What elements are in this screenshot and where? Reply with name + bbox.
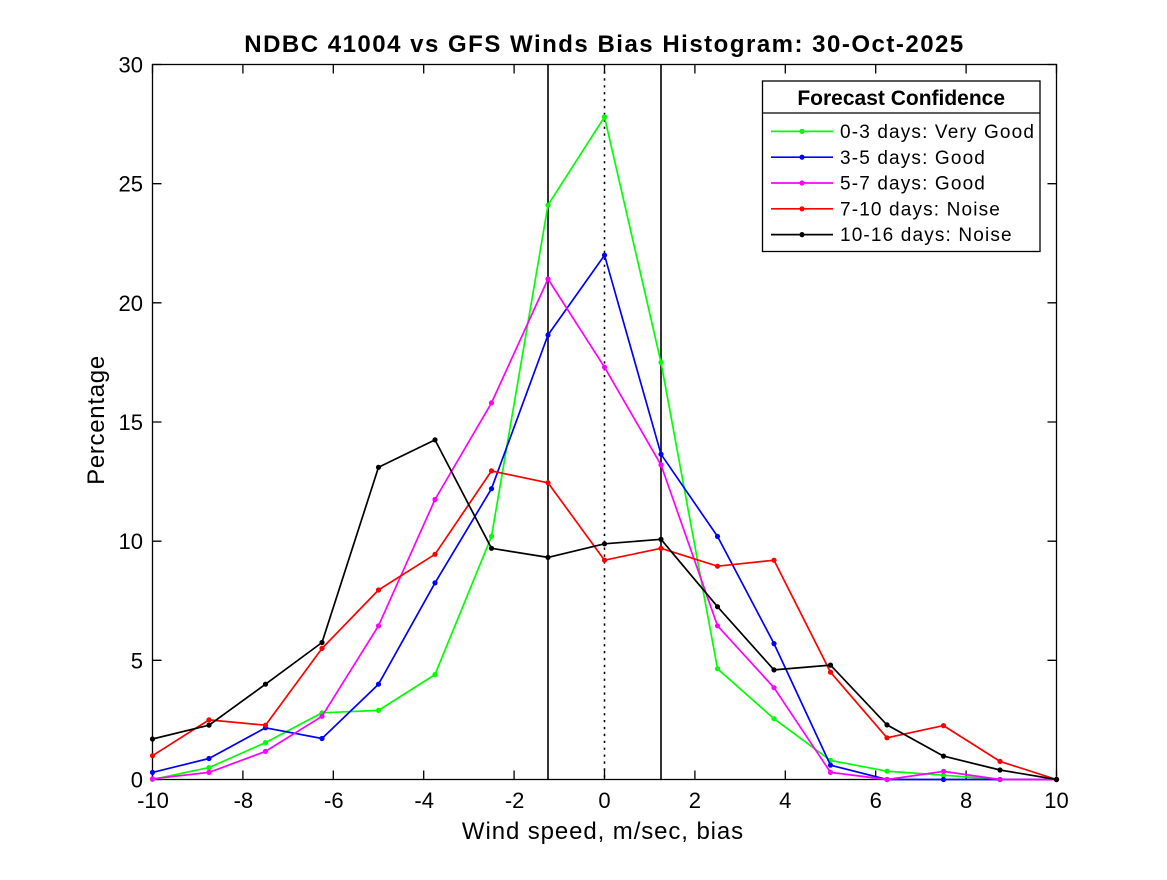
svg-text:10: 10: [1044, 788, 1068, 813]
svg-text:25: 25: [119, 172, 143, 197]
svg-text:3-5 days: Good: 3-5 days: Good: [840, 148, 986, 169]
svg-text:-8: -8: [234, 788, 254, 813]
svg-text:0-3 days: Very Good: 0-3 days: Very Good: [840, 122, 1035, 143]
svg-text:20: 20: [119, 291, 143, 316]
svg-text:10-16 days: Noise: 10-16 days: Noise: [840, 225, 1013, 246]
svg-text:4: 4: [779, 788, 791, 813]
svg-text:-6: -6: [324, 788, 344, 813]
svg-text:-4: -4: [414, 788, 434, 813]
svg-text:Wind speed, m/sec, bias: Wind speed, m/sec, bias: [462, 818, 744, 845]
svg-text:5: 5: [131, 648, 143, 673]
svg-text:NDBC 41004 vs GFS Winds Bias H: NDBC 41004 vs GFS Winds Bias Histogram: …: [244, 31, 965, 58]
svg-text:8: 8: [960, 788, 972, 813]
svg-text:5-7 days: Good: 5-7 days: Good: [840, 174, 986, 195]
svg-text:15: 15: [119, 410, 143, 435]
svg-text:10: 10: [119, 529, 143, 554]
svg-text:6: 6: [870, 788, 882, 813]
svg-text:7-10 days: Noise: 7-10 days: Noise: [840, 199, 1001, 220]
svg-text:-10: -10: [137, 788, 169, 813]
svg-text:Forecast Confidence: Forecast Confidence: [797, 87, 1005, 110]
svg-text:0: 0: [131, 768, 143, 793]
svg-text:2: 2: [689, 788, 701, 813]
svg-text:30: 30: [119, 53, 143, 78]
svg-text:0: 0: [598, 788, 610, 813]
svg-text:-2: -2: [505, 788, 525, 813]
svg-text:Percentage: Percentage: [83, 355, 110, 485]
